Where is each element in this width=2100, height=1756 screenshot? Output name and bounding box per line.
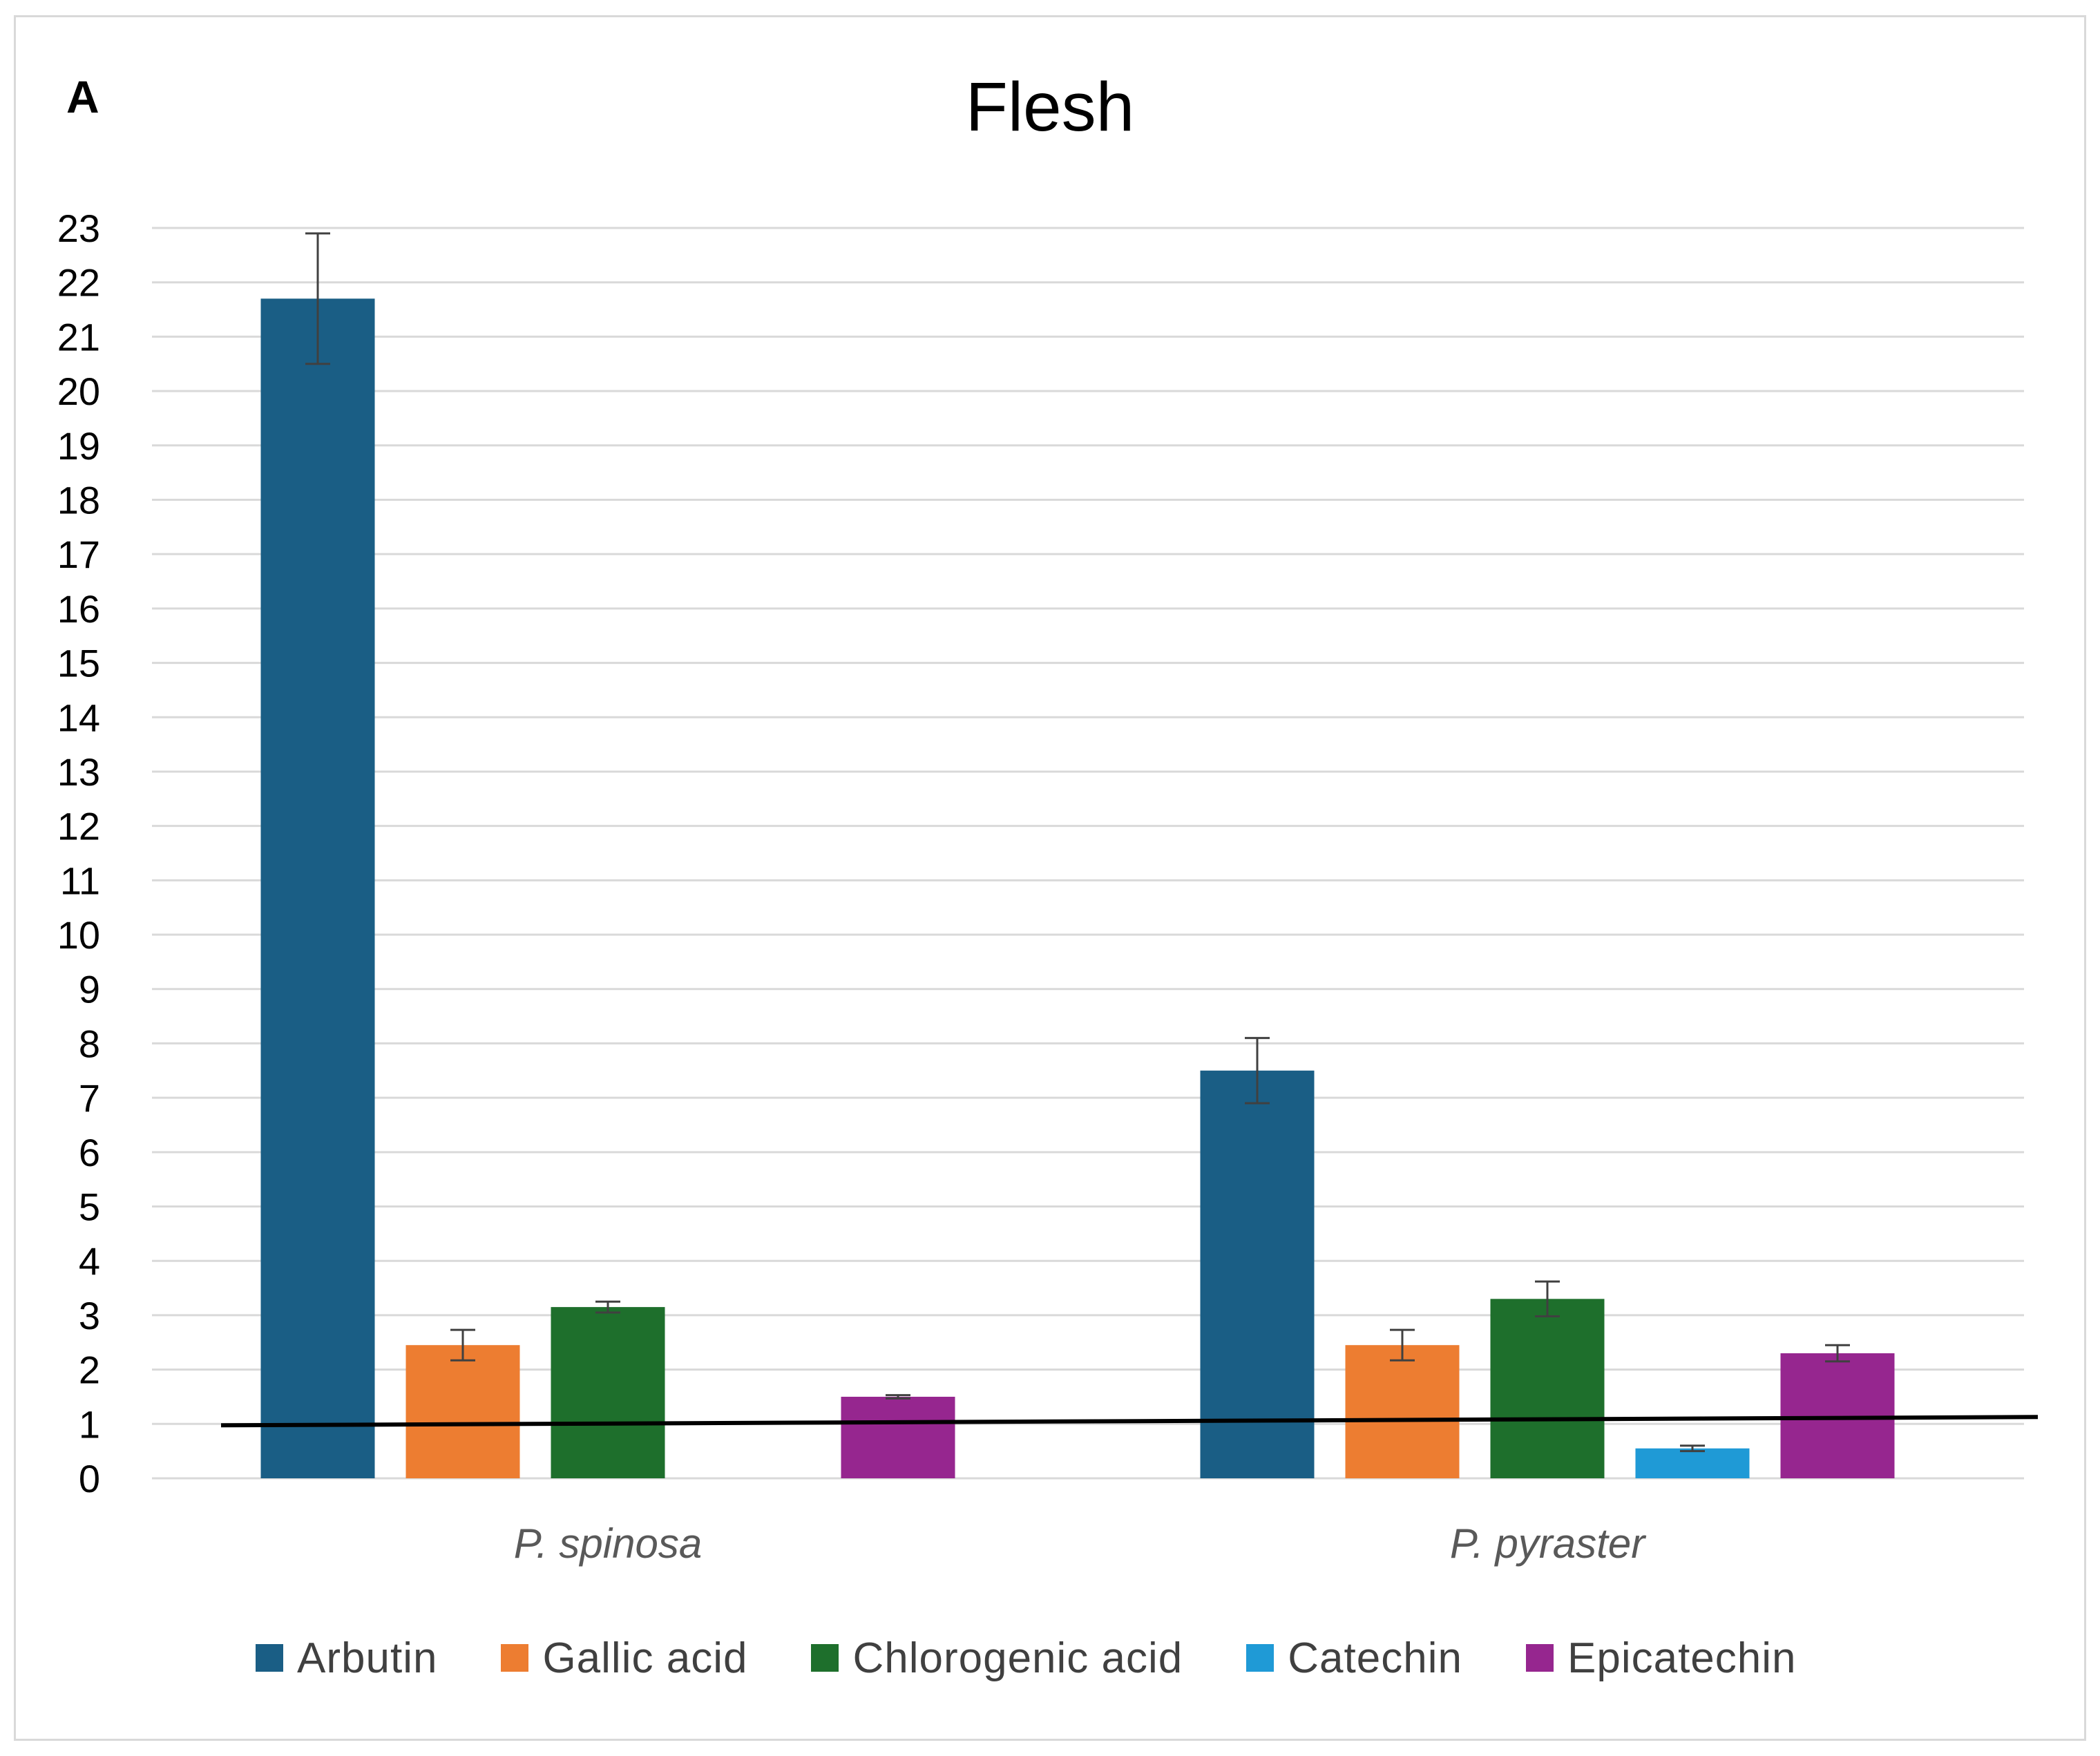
y-tick-label: 4 (79, 1239, 100, 1283)
y-tick-label: 5 (79, 1185, 100, 1229)
legend-item: Chlorogenic acid (811, 1634, 1183, 1683)
y-tick-label: 16 (57, 587, 100, 631)
y-tick-label: 12 (57, 805, 100, 848)
y-tick-label: 10 (57, 913, 100, 957)
legend-swatch (1246, 1644, 1275, 1672)
legend-item: Arbutin (256, 1634, 437, 1683)
y-tick-label: 18 (57, 478, 100, 522)
y-tick-label: 19 (57, 424, 100, 468)
bar (1635, 1448, 1750, 1478)
reference-line (220, 1415, 2039, 1428)
y-tick-label: 6 (79, 1131, 100, 1174)
legend-swatch (1525, 1644, 1554, 1672)
bar (551, 1307, 665, 1478)
bar (841, 1396, 955, 1478)
x-tick-labels: P. spinosa P. pyraster (514, 1520, 1646, 1567)
y-tick-label: 7 (79, 1076, 100, 1120)
bar (1345, 1345, 1460, 1478)
y-tick-label: 22 (57, 261, 100, 305)
legend-swatch (811, 1644, 839, 1672)
y-tick-label: 2 (79, 1348, 100, 1392)
y-tick-label: 23 (57, 207, 100, 250)
y-tick-label: 8 (79, 1022, 100, 1065)
y-tick-label: 17 (57, 533, 100, 576)
y-tick-label: 3 (79, 1294, 100, 1337)
legend: Arbutin Gallic acid Chlorogenic acid Catech… (256, 1630, 1860, 1686)
error-bars (305, 232, 1850, 1453)
y-tick-label: 13 (57, 750, 100, 794)
legend-item: Epicatechin (1525, 1634, 1797, 1683)
y-tick-label: 9 (79, 968, 100, 1011)
legend-item: Catechin (1246, 1634, 1462, 1683)
bar (1490, 1299, 1605, 1478)
gridlines (152, 227, 2024, 1480)
reference-line (220, 1415, 2039, 1428)
y-tick-label: 15 (57, 642, 100, 685)
legend-item: Gallic acid (501, 1634, 747, 1683)
chart-title: Flesh (965, 68, 1135, 146)
y-tick-label: 11 (60, 859, 100, 902)
bar (405, 1345, 520, 1478)
bar (1200, 1070, 1315, 1478)
legend-swatch (501, 1644, 529, 1672)
legend-swatch (256, 1644, 283, 1672)
y-tick-label: 0 (79, 1457, 100, 1500)
y-tick-label: 20 (57, 370, 100, 413)
y-tick-label: 14 (57, 696, 100, 739)
legend-label: Gallic acid (542, 1634, 748, 1682)
legend-label: Catechin (1288, 1634, 1462, 1682)
y-tick-label: 21 (57, 315, 100, 359)
legend-label: Epicatechin (1567, 1634, 1797, 1682)
bars (260, 298, 1895, 1479)
legend-label: Chlorogenic acid (852, 1634, 1183, 1682)
y-tick-label: 1 (79, 1402, 100, 1446)
bar (260, 298, 375, 1479)
panel-label: A (66, 71, 99, 122)
x-tick-label: P. pyraster (1450, 1520, 1646, 1567)
legend-label: Arbutin (297, 1634, 438, 1682)
x-tick-label: P. spinosa (514, 1520, 702, 1567)
